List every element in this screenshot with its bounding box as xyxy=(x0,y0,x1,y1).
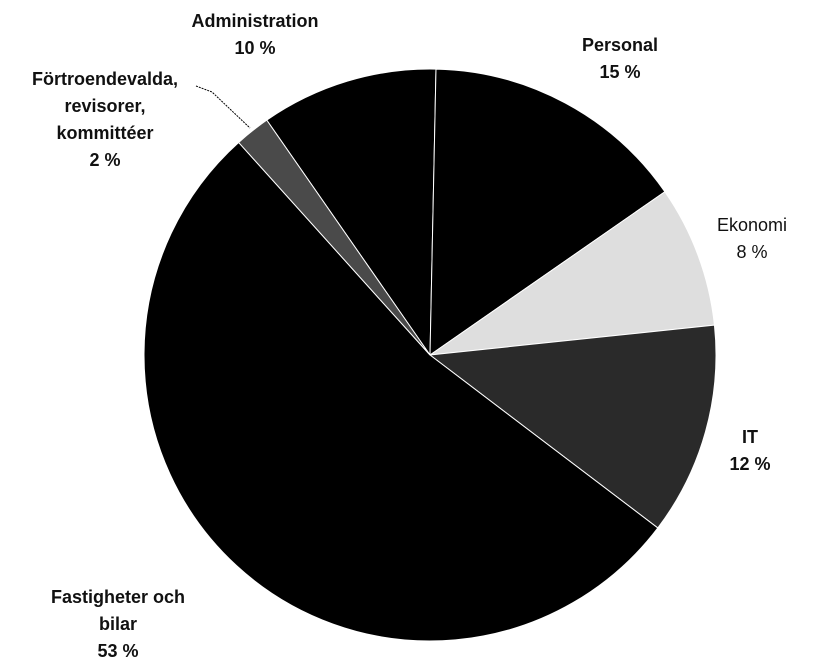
slice-label: IT 12 % xyxy=(710,424,790,478)
value-label: 10 % xyxy=(234,38,276,58)
pie-slice xyxy=(428,324,717,529)
value-label: 53 % xyxy=(97,641,139,661)
pie-slice xyxy=(429,191,715,356)
category-label: Förtroendevalda, revisorer, kommittéer xyxy=(31,69,179,143)
pie-slice xyxy=(143,141,659,642)
slice-label: Fastigheter och bilar 53 % xyxy=(43,584,193,665)
category-label: IT xyxy=(742,427,758,447)
slice-label: Personal 15 % xyxy=(540,32,700,86)
slice-label: Ekonomi 8 % xyxy=(692,212,812,266)
category-label: Fastigheter och bilar xyxy=(50,587,186,634)
value-label: 15 % xyxy=(599,62,641,82)
pie-slice xyxy=(266,68,437,357)
category-label: Personal xyxy=(581,35,659,55)
category-label: Administration xyxy=(191,11,319,31)
leader-line xyxy=(195,85,251,129)
value-label: 8 % xyxy=(736,242,768,262)
slice-label: Administration 10 % xyxy=(155,8,355,62)
category-label: Ekonomi xyxy=(716,215,788,235)
value-label: 2 % xyxy=(89,150,121,170)
slice-label: Förtroendevalda, revisorer, kommittéer 2 … xyxy=(15,66,195,174)
value-label: 12 % xyxy=(729,454,771,474)
pie-slice xyxy=(237,119,431,356)
pie-slice xyxy=(429,68,666,356)
